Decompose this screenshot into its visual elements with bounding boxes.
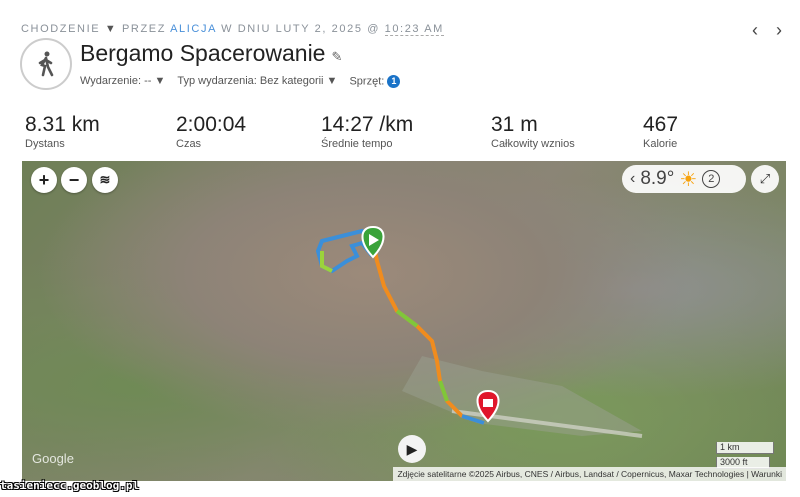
prev-button[interactable]: ‹ [752, 20, 758, 40]
fullscreen-icon[interactable]: ⤢ [751, 165, 779, 193]
time-link[interactable]: 10:23 AM [384, 23, 444, 36]
chevron-left-icon[interactable]: ‹ [630, 170, 636, 187]
walking-icon [20, 38, 72, 90]
route-overlay [315, 225, 643, 438]
stat-label: Kalorie [643, 138, 678, 150]
stat-value: 31 m [491, 113, 538, 136]
route-map[interactable]: + − ≋ ‹ 8.9° ☀ 2 ⤢ ▶ 1 km 3000 ft Google… [22, 161, 786, 481]
stat-label: Średnie tempo [321, 138, 393, 150]
weather-widget[interactable]: ‹ 8.9° ☀ 2 [622, 165, 746, 193]
title-text: Bergamo Spacerowanie [80, 40, 326, 66]
temperature: 8.9° [640, 168, 675, 189]
map-attribution: Zdjęcie satelitarne ©2025 Airbus, CNES /… [393, 467, 786, 481]
stat-pace: 14:27 /km Średnie tempo [321, 113, 413, 150]
layers-icon[interactable]: ≋ [92, 167, 118, 193]
stat-label: Dystans [25, 138, 65, 150]
sun-icon: ☀ [679, 168, 698, 191]
stat-value: 14:27 /km [321, 113, 414, 136]
stat-elevation: 31 m Całkowity wznios [491, 113, 575, 150]
zoom-out-button[interactable]: − [61, 167, 87, 193]
scale-km: 1 km [716, 442, 774, 454]
stat-distance: 8.31 km Dystans [25, 113, 100, 150]
user-link[interactable]: ALICJA [170, 23, 217, 35]
zoom-in-button[interactable]: + [31, 167, 57, 193]
stat-value: 2:00:04 [176, 113, 247, 136]
google-logo: Google [32, 451, 74, 466]
stat-value: 8.31 km [25, 113, 100, 136]
gear-label: Sprzęt: [349, 75, 385, 88]
stat-label: Czas [176, 138, 202, 150]
event-dropdown[interactable]: Wydarzenie: -- ▼ [80, 75, 166, 87]
stat-value: 467 [643, 113, 679, 136]
route-line [371, 240, 485, 425]
meta-row: Wydarzenie: -- ▼ Typ wydarzenia: Bez kat… [80, 75, 401, 88]
attribution-text: Zdjęcie satelitarne ©2025 Airbus, CNES /… [397, 469, 745, 479]
watermark: tasieniecc.geoblog.pl [0, 479, 140, 492]
stat-label: Całkowity wznios [491, 138, 575, 150]
breadcrumb: CHODZENIE ▼ PRZEZ ALICJA W DNIU LUTY 2, … [21, 23, 444, 36]
play-button[interactable]: ▶ [398, 435, 426, 463]
start-marker[interactable] [361, 225, 385, 259]
gear[interactable]: Sprzęt: 1 [349, 75, 401, 88]
stat-time: 2:00:04 Czas [176, 113, 246, 150]
next-button[interactable]: › [776, 20, 782, 40]
activity-type[interactable]: CHODZENIE [21, 23, 101, 35]
gear-count-badge[interactable]: 1 [387, 75, 401, 88]
by-label: PRZEZ [122, 23, 167, 35]
event-type-dropdown[interactable]: Typ wydarzenia: Bez kategorii ▼ [177, 75, 338, 87]
page-title: Bergamo Spacerowanie ✎ [80, 40, 342, 67]
pencil-icon[interactable]: ✎ [331, 49, 343, 64]
date-label: W DNIU LUTY 2, 2025 @ [221, 23, 380, 35]
weather-count[interactable]: 2 [702, 170, 721, 188]
stat-calories: 467 Kalorie [643, 113, 678, 150]
end-marker[interactable] [476, 389, 500, 423]
terms-link[interactable]: Warunki [751, 469, 782, 479]
caret-down-icon[interactable]: ▼ [104, 23, 118, 35]
